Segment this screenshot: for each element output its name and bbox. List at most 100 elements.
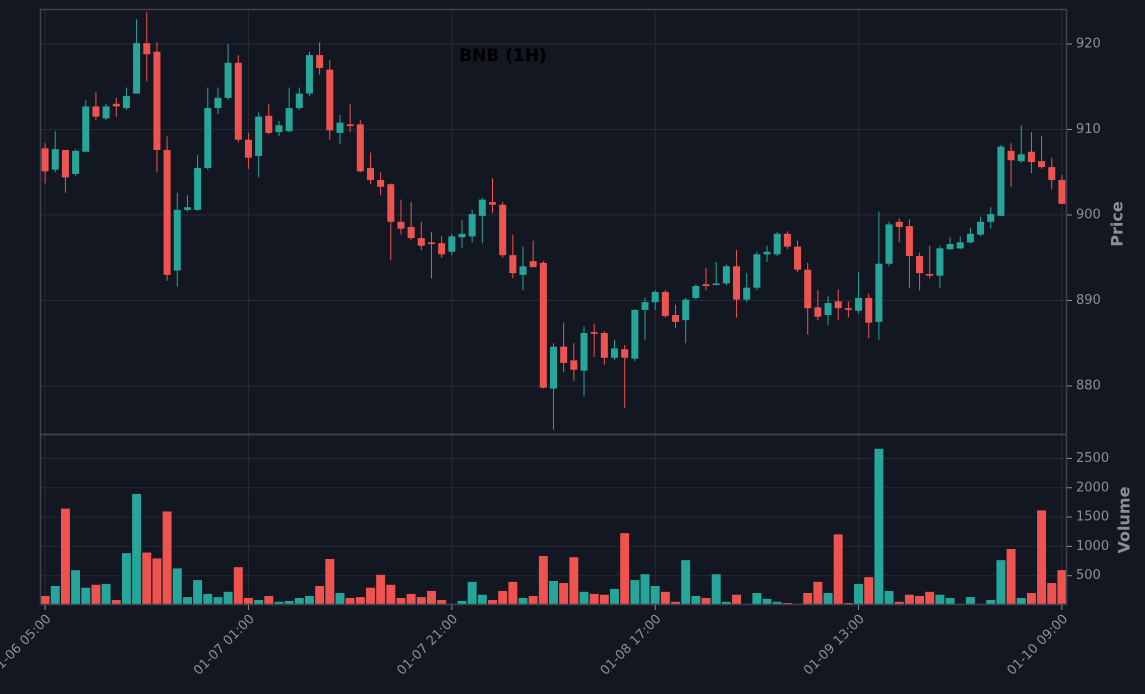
volume-bar [80, 587, 91, 606]
candle-body [743, 287, 751, 300]
candle-body [448, 236, 456, 252]
candle-body [590, 332, 598, 334]
volume-bar [40, 595, 51, 606]
candle-body [1058, 179, 1066, 204]
candle-body [468, 214, 476, 237]
candle-body [977, 221, 985, 235]
volume-bar [263, 595, 274, 606]
candle-body [295, 93, 303, 109]
volume-bar [731, 594, 742, 606]
volume-bar [1056, 569, 1067, 606]
candle-body [926, 273, 934, 276]
volume-bar [934, 594, 945, 606]
candle-body [916, 256, 924, 274]
volume-tick-label: 500 [1076, 568, 1101, 583]
volume-bar [802, 592, 813, 606]
candle-body [387, 184, 395, 222]
volume-bar [660, 591, 671, 606]
candle-body [163, 150, 171, 275]
candle-body [326, 69, 334, 131]
chart-title: BNB (1H) [459, 46, 547, 66]
candle-body [824, 303, 832, 316]
volume-bar [70, 569, 81, 606]
candle-body [987, 214, 995, 222]
volume-bar [192, 579, 203, 606]
volume-bar [334, 592, 346, 606]
candle-body [72, 150, 80, 174]
volume-bar [202, 593, 213, 606]
candle-body [773, 233, 781, 255]
y-tick-label: 890 [1076, 293, 1101, 308]
volume-bar [1026, 592, 1037, 606]
candle-body [61, 150, 69, 178]
candle-body [143, 43, 151, 55]
candle-body [1017, 154, 1025, 162]
volume-bar [477, 594, 488, 606]
candle-body [936, 248, 944, 276]
volume-bar [528, 595, 539, 606]
candle-body [102, 106, 110, 119]
candle-body [305, 55, 313, 94]
volume-bar [375, 574, 386, 606]
candle-body [855, 297, 863, 311]
candle-body [499, 204, 507, 256]
candle-body [763, 251, 771, 255]
candle-body [539, 262, 547, 388]
candle-body [722, 266, 730, 284]
candle-body [895, 221, 903, 227]
volume-tick-label: 1500 [1076, 510, 1109, 525]
candle-body [244, 139, 252, 158]
candle-body [153, 51, 161, 151]
candle-body [92, 106, 100, 117]
candle-body [997, 146, 1005, 216]
volume-bar [578, 591, 590, 606]
candle-body [600, 332, 608, 358]
volume-tick-label: 1000 [1076, 539, 1109, 554]
volume-bar [162, 510, 173, 606]
candle-body [956, 242, 964, 249]
volume-bar [904, 594, 915, 606]
candle-body [692, 285, 700, 298]
volume-bar [833, 533, 844, 606]
candle-body [905, 226, 913, 257]
candle-body [753, 254, 761, 288]
volume-bar [50, 585, 61, 606]
candle-body [560, 346, 568, 363]
candle-body [204, 108, 212, 168]
volume-bar [1046, 582, 1057, 606]
volume-bar [90, 584, 102, 606]
candle-body [478, 199, 486, 216]
candle-body [366, 167, 374, 180]
volume-bar [365, 587, 376, 606]
candle-body [570, 360, 578, 370]
candle-body [641, 302, 649, 310]
volume-bar [914, 595, 925, 606]
volume-bar [751, 592, 762, 606]
candle-body [844, 308, 852, 310]
candle-body [529, 261, 537, 268]
volume-bar [589, 593, 600, 606]
candle-body [183, 207, 191, 210]
candle-body [783, 233, 791, 247]
volume-bar [568, 556, 579, 606]
candle-body [417, 238, 425, 246]
volume-bar [314, 585, 325, 606]
candle-body [41, 148, 49, 172]
candle-body [661, 291, 669, 316]
volume-bar [60, 507, 71, 606]
volume-bar [324, 558, 335, 606]
candle-body [214, 97, 222, 109]
grid [40, 9, 1067, 605]
candle-body [458, 233, 466, 238]
candle-body [794, 246, 802, 270]
volume-bar [690, 595, 701, 606]
candle-body [275, 125, 283, 133]
volume-bar [812, 581, 823, 606]
candle-body [631, 309, 639, 359]
candle-body [255, 116, 263, 156]
candle-body [712, 283, 720, 286]
candle-body [946, 244, 954, 250]
candle-body [438, 243, 446, 255]
candle-body [621, 349, 629, 358]
